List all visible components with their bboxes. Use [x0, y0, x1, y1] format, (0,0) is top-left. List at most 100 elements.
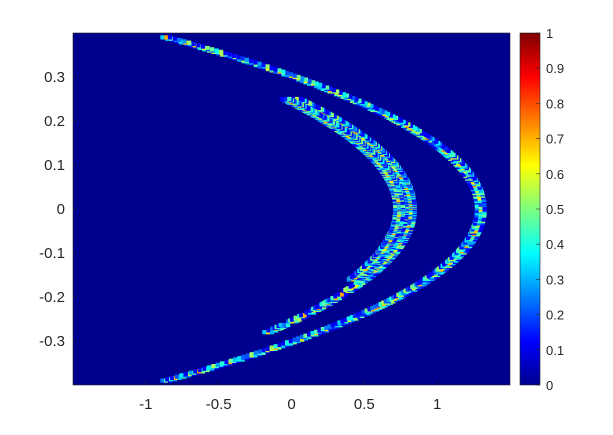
heatmap-cell	[357, 98, 362, 103]
heatmap-cell	[314, 305, 319, 310]
heatmap-cell	[302, 313, 308, 318]
heatmap-cell	[160, 378, 165, 383]
heatmap-cell	[320, 327, 325, 332]
heatmap-cell	[218, 49, 224, 54]
heatmap-cell	[273, 344, 278, 349]
heatmap-cell	[281, 69, 286, 74]
plot-area	[73, 33, 510, 385]
heatmap-cell	[307, 78, 312, 84]
heatmap-cell	[245, 353, 250, 358]
heatmap-cell	[170, 375, 175, 381]
x-tick-label: 1	[433, 396, 441, 413]
y-tick-label: -0.2	[39, 289, 65, 306]
heatmap-cell	[286, 322, 291, 328]
heatmap-cell	[375, 303, 380, 308]
heatmap-cell	[380, 109, 385, 114]
heatmap-cell	[351, 96, 356, 101]
heatmap-cell	[262, 330, 267, 335]
heatmap-cell	[366, 102, 371, 107]
heatmap-cell	[232, 53, 237, 58]
heatmap-cell	[336, 292, 341, 297]
heatmap-cell	[237, 356, 242, 361]
heatmap-cell	[363, 101, 368, 106]
heatmap-cell	[383, 299, 388, 304]
heatmap-cell	[393, 294, 399, 299]
heatmap-cell	[340, 319, 345, 324]
heatmap-cell	[325, 85, 330, 90]
heatmap-cell	[292, 73, 297, 78]
heatmap-cell	[303, 333, 308, 338]
heatmap-cell	[330, 296, 335, 301]
heatmap-cell	[307, 332, 312, 337]
y-tick-label: 0	[57, 201, 65, 218]
heatmap-cell	[370, 305, 375, 311]
heatmap-cell	[160, 35, 165, 40]
heatmap-cell	[244, 57, 249, 62]
heatmap-cell	[277, 68, 282, 73]
heatmap-cell	[327, 297, 332, 302]
heatmap-cell	[269, 65, 274, 70]
colorbar-tick-label: 0.5	[546, 202, 564, 217]
heatmap-cell	[253, 350, 258, 355]
heatmap-cell	[386, 298, 391, 303]
heatmap-cell	[373, 304, 378, 309]
y-tick-label: 0.2	[44, 113, 65, 130]
heatmap-cell	[391, 114, 396, 119]
heatmap-cell	[191, 41, 196, 47]
heatmap-cell	[253, 60, 258, 65]
heatmap-cell	[205, 45, 210, 51]
colorbar-tick-label: 0.4	[546, 237, 564, 252]
heatmap-cell	[296, 336, 301, 341]
heatmap-cell	[364, 308, 369, 313]
colorbar-tick-label: 0.7	[546, 132, 564, 147]
heatmap-cell	[188, 370, 193, 375]
heatmap-cell	[396, 117, 401, 122]
heatmap-cell	[337, 320, 342, 325]
heatmap-cell	[310, 331, 315, 336]
colorbar-tick-label: 0.9	[546, 61, 564, 76]
colorbar-tick-label: 0.2	[546, 308, 564, 323]
heatmap-cell	[257, 349, 262, 354]
heatmap-cell	[298, 96, 303, 102]
heatmap-cell	[273, 67, 278, 72]
heatmap-cell	[321, 84, 326, 89]
heatmap-cell	[351, 282, 356, 287]
colorbar-axis: 0 0.1 0.2 0.3 0.4 0.5 0.6 0.7 0.8 0.9 1	[536, 26, 564, 393]
heatmap-cell	[288, 338, 293, 344]
heatmap-cell	[193, 369, 198, 374]
heatmap-cell	[172, 36, 177, 41]
heatmap-cell	[269, 345, 274, 350]
heatmap-cell	[296, 74, 301, 80]
heatmap-cell	[299, 334, 304, 340]
heatmap-cell	[401, 119, 406, 124]
y-axis: 0.3 0.2 0.1 0 -0.1 -0.2 -0.3	[39, 69, 77, 350]
heatmap-cell	[419, 130, 425, 135]
heatmap-cell	[338, 90, 343, 95]
heatmap-cell	[405, 287, 410, 292]
heatmap-cell	[233, 357, 238, 362]
heatmap-cell	[344, 93, 350, 98]
heatmap-cell	[396, 292, 401, 297]
heatmap-cell	[343, 292, 348, 297]
heatmap-cell	[375, 106, 380, 111]
heatmap-cell	[369, 103, 374, 109]
heatmap-cell	[401, 290, 406, 295]
heatmap-cell	[388, 113, 393, 118]
colorbar-tick-label: 0.6	[546, 167, 564, 182]
heatmap-cell	[265, 64, 270, 69]
heatmap-cell	[399, 118, 404, 123]
heatmap-cell	[187, 40, 192, 45]
heatmap-cell	[257, 61, 262, 66]
colorbar-tick-label: 0	[546, 378, 553, 393]
heatmap-cell	[224, 360, 229, 365]
heatmap-cell	[282, 322, 287, 328]
heatmap-cell	[292, 337, 297, 342]
heatmap-cell	[355, 312, 360, 317]
heatmap-cell	[408, 286, 413, 291]
heatmap-cell	[306, 313, 311, 318]
heatmap-cell	[358, 311, 363, 316]
heatmap-cell	[327, 324, 332, 329]
heatmap-cell	[346, 286, 351, 291]
heatmap-cell	[314, 329, 319, 334]
heatmap-cell	[227, 52, 232, 57]
